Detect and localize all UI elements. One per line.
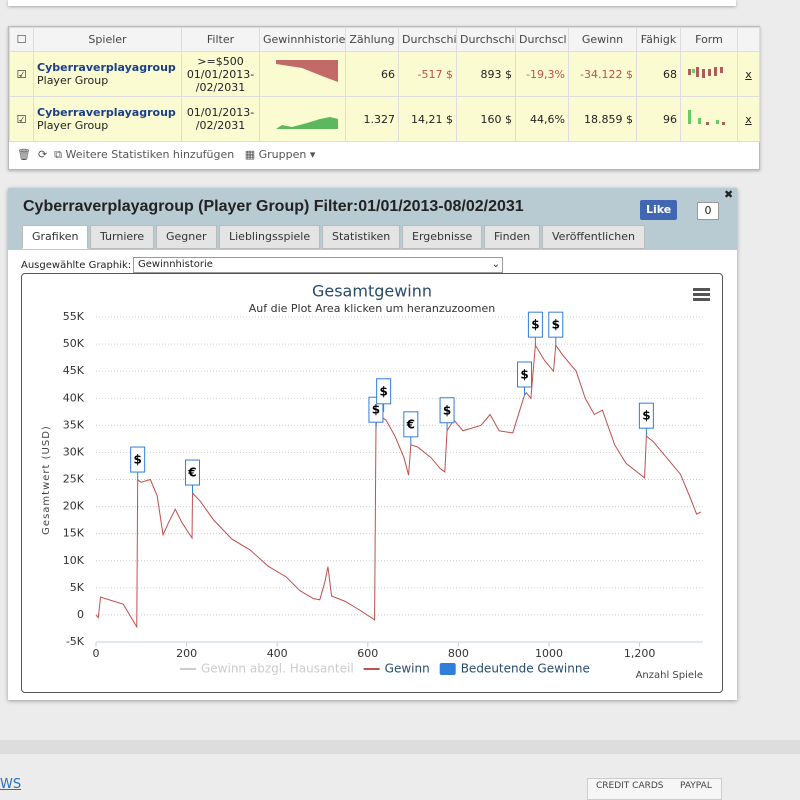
- remove[interactable]: x: [737, 51, 760, 97]
- like-button[interactable]: Like: [640, 200, 678, 220]
- payment: PAYPAL: [680, 781, 712, 791]
- player-type: Player Group: [37, 74, 109, 87]
- groups[interactable]: Gruppen: [258, 148, 307, 161]
- panel-title: Cyberraverplayagroup (Player Group) Filt…: [23, 198, 524, 215]
- tab[interactable]: Lieblingsspiele: [219, 225, 321, 249]
- cell: 96: [636, 96, 681, 142]
- filter: 01/01/2013-: [186, 106, 255, 119]
- cell: 68: [636, 51, 681, 97]
- check-all[interactable]: ☐: [9, 27, 34, 52]
- add-stats[interactable]: Weitere Statistiken hinzufügen: [65, 148, 235, 161]
- cell: 44,6%: [515, 96, 569, 142]
- footer-link[interactable]: WS: [0, 777, 22, 792]
- tab[interactable]: Grafiken: [22, 225, 89, 249]
- close[interactable]: ✖: [724, 188, 734, 201]
- header[interactable]: Durchscl: [515, 27, 569, 52]
- cell: -34.122 $: [568, 51, 637, 97]
- cell: 160 $: [456, 96, 516, 142]
- tab[interactable]: Gegner: [156, 225, 217, 249]
- top-edge: [8, 0, 736, 6]
- header[interactable]: Filter: [181, 27, 260, 52]
- cell: -517 $: [398, 51, 457, 97]
- filter: >=$500: [197, 54, 244, 68]
- tab[interactable]: Statistiken: [322, 225, 401, 249]
- checkbox[interactable]: ☑: [9, 96, 34, 142]
- like-count: 0: [697, 202, 719, 220]
- form: [688, 66, 723, 78]
- checkbox[interactable]: ☑: [9, 51, 34, 97]
- like-text: Like: [646, 203, 672, 216]
- stats-table: ☐ Spieler Filter Gewinnhistorie Zählung Durch…: [8, 26, 760, 170]
- player-link[interactable]: Cyberraverplayagroup: [37, 106, 176, 119]
- select-label: Ausgewählte Graphik:: [21, 260, 132, 271]
- divider: [0, 740, 800, 754]
- header[interactable]: Form: [680, 27, 738, 52]
- tab[interactable]: Ergebnisse: [402, 225, 483, 249]
- tab[interactable]: Turniere: [90, 225, 155, 249]
- header[interactable]: Zählung: [345, 27, 399, 52]
- select-value: Gewinnhistorie: [138, 259, 213, 270]
- graph-select[interactable]: Gewinnhistorie ⌄: [133, 257, 503, 273]
- cell: -19,3%: [515, 51, 569, 97]
- payments: CREDIT CARDS PAYPAL: [587, 778, 722, 800]
- mini-history: [276, 59, 338, 82]
- table: ☐ Spieler Filter Gewinnhistorie Zählung Durch…: [9, 27, 760, 142]
- header[interactable]: Fähigk: [636, 27, 681, 52]
- filter: /02/2031: [195, 119, 246, 132]
- header[interactable]: Durchschi: [456, 27, 516, 52]
- tab[interactable]: Veröffentlichen: [542, 225, 645, 249]
- mini-history: [276, 116, 338, 129]
- chart-frame: [21, 273, 723, 693]
- cell: 1.327: [345, 96, 399, 142]
- cell: 893 $: [456, 51, 516, 97]
- payment: CREDIT CARDS: [596, 781, 664, 791]
- panel: Cyberraverplayagroup (Player Group) Filt…: [8, 188, 737, 700]
- cell: 14,21 $: [398, 96, 457, 142]
- remove[interactable]: x: [737, 96, 760, 142]
- player-link[interactable]: Cyberraverplayagroup: [37, 61, 176, 74]
- filter: 01/01/2013-: [186, 67, 255, 81]
- form: [688, 109, 725, 125]
- toolbar: 🗑 ⟳ ⧉ Weitere Statistiken hinzufügen ▦ G…: [17, 148, 316, 161]
- cell: 66: [345, 51, 399, 97]
- header[interactable]: Gewinnhistorie: [259, 27, 346, 52]
- tab[interactable]: Finden: [484, 225, 541, 249]
- header[interactable]: Durchschi: [398, 27, 457, 52]
- cell: 18.859 $: [568, 96, 637, 142]
- header[interactable]: Spieler: [33, 27, 182, 52]
- player-type: Player Group: [37, 119, 109, 132]
- header[interactable]: Gewinn: [568, 27, 637, 52]
- filter: /02/2031: [195, 80, 246, 94]
